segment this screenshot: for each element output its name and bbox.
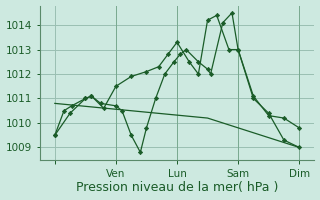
X-axis label: Pression niveau de la mer( hPa ): Pression niveau de la mer( hPa ) bbox=[76, 181, 278, 194]
